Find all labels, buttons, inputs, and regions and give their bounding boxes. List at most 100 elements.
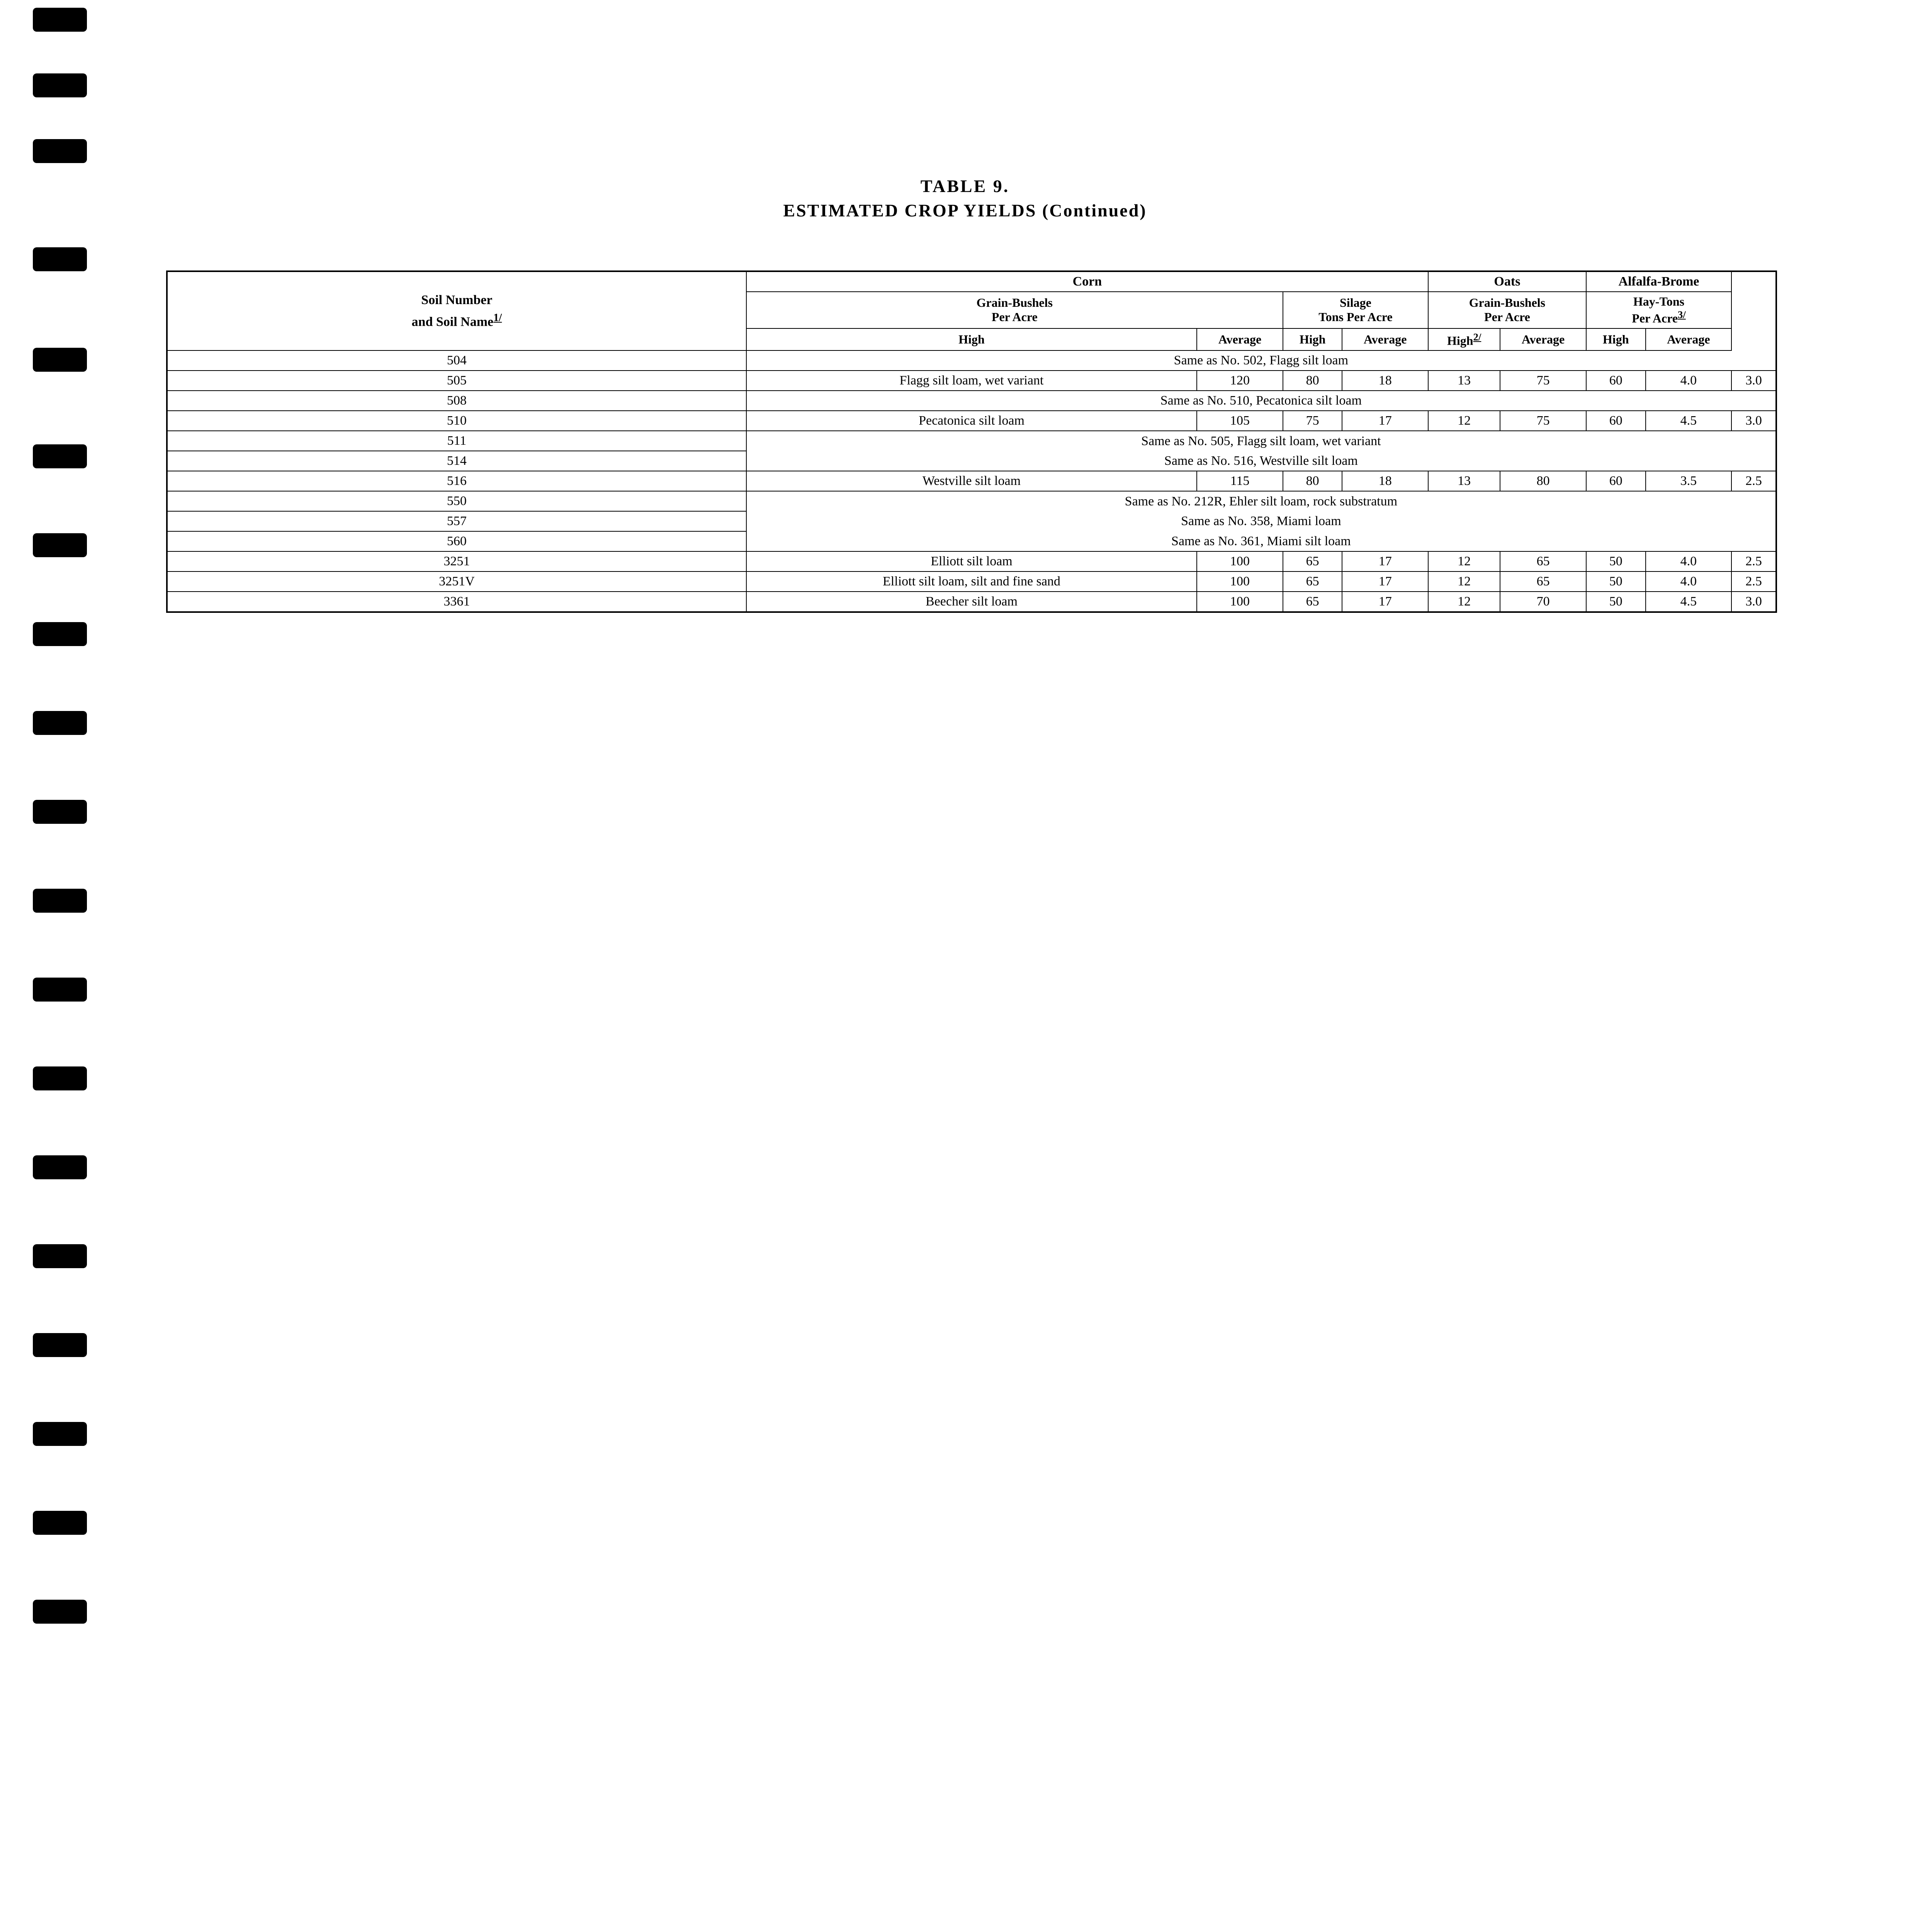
corn-grain-high-cell: 120 xyxy=(1197,371,1283,391)
corn-grain-high-cell: 115 xyxy=(1197,471,1283,491)
margin-tick xyxy=(33,1155,87,1179)
header-soil-number-name: Soil Number and Soil Name1/ xyxy=(167,271,746,350)
alfalfa-high-cell: 4.5 xyxy=(1646,592,1732,612)
corn-silage-avg-cell: 13 xyxy=(1428,471,1500,491)
header-group-corn: Corn xyxy=(746,271,1428,292)
margin-tick xyxy=(33,800,87,824)
margin-tick xyxy=(33,348,87,372)
corn-silage-high-cell: 17 xyxy=(1342,551,1428,571)
alfalfa-high-cell: 4.0 xyxy=(1646,571,1732,592)
alfalfa-avg-cell: 2.5 xyxy=(1731,551,1776,571)
margin-tick xyxy=(33,711,87,735)
soil-number-cell: 550 xyxy=(167,491,746,511)
corn-silage-avg-cell: 12 xyxy=(1428,551,1500,571)
oats-grain-high-cell: 70 xyxy=(1500,592,1586,612)
alfalfa-high-cell: 4.0 xyxy=(1646,371,1732,391)
oats-grain-avg-cell: 60 xyxy=(1586,411,1646,431)
soil-span-row[interactable]: 511 Same as No. 505, Flagg silt loam, we… xyxy=(167,431,1776,451)
margin-tick xyxy=(33,1333,87,1357)
margin-tick xyxy=(33,247,87,271)
oats-grain-high-cell: 65 xyxy=(1500,551,1586,571)
oats-grain-avg-cell: 50 xyxy=(1586,551,1646,571)
corn-grain-avg-cell: 65 xyxy=(1283,592,1342,612)
alfalfa-avg-cell: 2.5 xyxy=(1731,471,1776,491)
header-corn-silage-avg: Average xyxy=(1342,328,1428,351)
soil-data-row[interactable]: 516 Westville silt loam 115 80 18 13 80 … xyxy=(167,471,1776,491)
margin-tick-marks xyxy=(33,0,87,1932)
soil-span-text-cell: Same as No. 212R, Ehler silt loam, rock … xyxy=(746,491,1776,511)
margin-tick xyxy=(33,1244,87,1268)
margin-tick xyxy=(33,444,87,468)
soil-span-row[interactable]: 514 Same as No. 516, Westville silt loam xyxy=(167,451,1776,471)
oats-grain-avg-cell: 50 xyxy=(1586,592,1646,612)
soil-number-cell: 511 xyxy=(167,431,746,451)
document-page: TABLE 9. ESTIMATED CROP YIELDS (Continue… xyxy=(0,0,1930,1932)
corn-grain-high-cell: 105 xyxy=(1197,411,1283,431)
oats-grain-avg-cell: 50 xyxy=(1586,571,1646,592)
margin-tick xyxy=(33,1422,87,1446)
soil-span-row[interactable]: 550 Same as No. 212R, Ehler silt loam, r… xyxy=(167,491,1776,511)
soil-data-row[interactable]: 3251V Elliott silt loam, silt and fine s… xyxy=(167,571,1776,592)
soil-span-row[interactable]: 557 Same as No. 358, Miami loam xyxy=(167,511,1776,531)
header-sub-corn-grain: Grain-Bushels Per Acre xyxy=(746,292,1283,328)
corn-grain-avg-cell: 65 xyxy=(1283,551,1342,571)
oats-grain-high-cell: 75 xyxy=(1500,411,1586,431)
header-sub-corn-silage: Silage Tons Per Acre xyxy=(1283,292,1428,328)
soil-span-row[interactable]: 508 Same as No. 510, Pecatonica silt loa… xyxy=(167,391,1776,411)
soil-number-cell: 516 xyxy=(167,471,746,491)
corn-silage-avg-cell: 12 xyxy=(1428,411,1500,431)
soil-number-cell: 3361 xyxy=(167,592,746,612)
crop-yield-table[interactable]: Soil Number and Soil Name1/ Corn Oats Al… xyxy=(166,270,1777,613)
margin-tick xyxy=(33,1600,87,1624)
corn-grain-high-cell: 100 xyxy=(1197,551,1283,571)
soil-name-cell: Westville silt loam xyxy=(746,471,1197,491)
corn-silage-avg-cell: 12 xyxy=(1428,592,1500,612)
soil-name-cell: Pecatonica silt loam xyxy=(746,411,1197,431)
corn-grain-avg-cell: 80 xyxy=(1283,371,1342,391)
soil-number-cell: 3251 xyxy=(167,551,746,571)
soil-number-cell: 514 xyxy=(167,451,746,471)
header-sub-oats-grain: Grain-Bushels Per Acre xyxy=(1428,292,1586,328)
oats-grain-high-cell: 65 xyxy=(1500,571,1586,592)
corn-silage-high-cell: 17 xyxy=(1342,411,1428,431)
corn-silage-avg-cell: 13 xyxy=(1428,371,1500,391)
soil-name-cell: Beecher silt loam xyxy=(746,592,1197,612)
soil-number-cell: 508 xyxy=(167,391,746,411)
oats-grain-high-cell: 80 xyxy=(1500,471,1586,491)
soil-span-row[interactable]: 560 Same as No. 361, Miami silt loam xyxy=(167,531,1776,551)
soil-data-row[interactable]: 3251 Elliott silt loam 100 65 17 12 65 5… xyxy=(167,551,1776,571)
soil-name-cell: Elliott silt loam, silt and fine sand xyxy=(746,571,1197,592)
margin-tick xyxy=(33,889,87,913)
crop-yield-table-body[interactable]: 504 Same as No. 502, Flagg silt loam 505… xyxy=(167,350,1776,612)
soil-span-text-cell: Same as No. 516, Westville silt loam xyxy=(746,451,1776,471)
soil-data-row[interactable]: 3361 Beecher silt loam 100 65 17 12 70 5… xyxy=(167,592,1776,612)
soil-data-row[interactable]: 510 Pecatonica silt loam 105 75 17 12 75… xyxy=(167,411,1776,431)
soil-data-row[interactable]: 505 Flagg silt loam, wet variant 120 80 … xyxy=(167,371,1776,391)
soil-number-cell: 505 xyxy=(167,371,746,391)
corn-grain-avg-cell: 80 xyxy=(1283,471,1342,491)
margin-tick xyxy=(33,622,87,646)
oats-grain-avg-cell: 60 xyxy=(1586,471,1646,491)
header-sub-alfalfa-hay: Hay-Tons Per Acre3/ xyxy=(1586,292,1731,328)
header-oats-grain-avg: Average xyxy=(1500,328,1586,351)
alfalfa-avg-cell: 3.0 xyxy=(1731,592,1776,612)
soil-span-text-cell: Same as No. 502, Flagg silt loam xyxy=(746,350,1776,371)
header-oats-grain-high: High2/ xyxy=(1428,328,1500,351)
margin-tick xyxy=(33,139,87,163)
corn-silage-avg-cell: 12 xyxy=(1428,571,1500,592)
margin-tick xyxy=(33,1066,87,1090)
soil-number-cell: 557 xyxy=(167,511,746,531)
oats-grain-high-cell: 75 xyxy=(1500,371,1586,391)
crop-yield-table-container: Soil Number and Soil Name1/ Corn Oats Al… xyxy=(166,270,1777,613)
corn-grain-high-cell: 100 xyxy=(1197,571,1283,592)
soil-span-row[interactable]: 504 Same as No. 502, Flagg silt loam xyxy=(167,350,1776,371)
alfalfa-avg-cell: 2.5 xyxy=(1731,571,1776,592)
table-subtitle-label: ESTIMATED CROP YIELDS (Continued) xyxy=(0,200,1930,221)
soil-name-cell: Elliott silt loam xyxy=(746,551,1197,571)
header-corn-grain-avg: Average xyxy=(1197,328,1283,351)
oats-grain-avg-cell: 60 xyxy=(1586,371,1646,391)
soil-number-cell: 510 xyxy=(167,411,746,431)
alfalfa-high-cell: 4.5 xyxy=(1646,411,1732,431)
corn-silage-high-cell: 17 xyxy=(1342,571,1428,592)
soil-span-text-cell: Same as No. 510, Pecatonica silt loam xyxy=(746,391,1776,411)
